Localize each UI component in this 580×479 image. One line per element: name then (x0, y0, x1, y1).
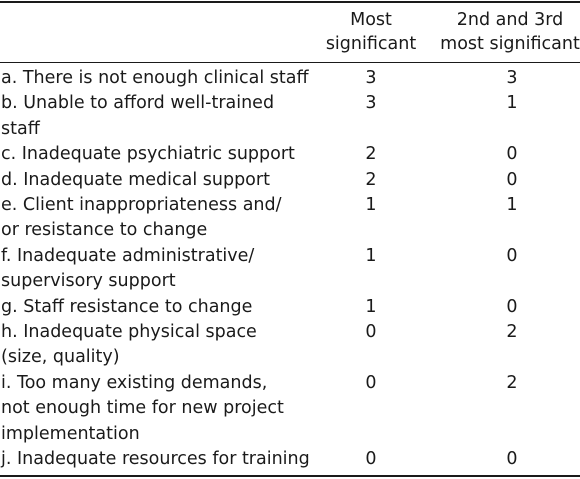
value-second-third: 0 (506, 449, 518, 470)
row-label-line: f. Inadequate administrative/ (1, 245, 255, 266)
value-second-third: 3 (506, 68, 518, 88)
table-row: c. Inadequate psychiatric support 2 0 (0, 142, 580, 167)
table-row: g. Staff resistance to change 1 0 (0, 295, 580, 320)
row-label: b. Unable to afford well-trained staff (0, 91, 321, 142)
row-label-line: h. Inadequate physical space (1, 322, 257, 343)
value-most-significant: 3 (365, 68, 377, 88)
row-label-line: c. Inadequate psychiatric support (1, 144, 295, 165)
value-second-third: 0 (506, 245, 518, 266)
row-label: g. Staff resistance to change (0, 295, 321, 320)
value-second-third: 0 (506, 169, 518, 190)
table-row: d. Inadequate medical support 2 0 (0, 168, 580, 193)
value-second-third: 1 (506, 93, 518, 114)
header-line: Most (350, 10, 392, 30)
value-second-third: 1 (506, 195, 518, 216)
row-label-line: staff (1, 118, 40, 139)
row-label-line: i. Too many existing demands, (1, 372, 268, 393)
header-most-significant: Most significant (321, 8, 421, 56)
value-most-significant: 1 (365, 245, 377, 266)
value-most-significant: 3 (365, 93, 377, 114)
row-label: h. Inadequate physical space (size, quali… (0, 320, 321, 371)
value-most-significant: 1 (365, 195, 377, 216)
header-rule (0, 62, 580, 63)
top-rule (0, 1, 580, 3)
row-label: c. Inadequate psychiatric support (0, 142, 321, 167)
row-label-line: e. Client inappropriateness and/ (1, 195, 282, 216)
table-row: b. Unable to afford well-trained staff 3 1 (0, 91, 580, 142)
value-most-significant: 0 (365, 322, 377, 343)
value-second-third: 0 (506, 296, 518, 317)
table-row: a. There is not enough clinical staff 3 3 (0, 66, 580, 91)
table-row: f. Inadequate administrative/supervisory… (0, 244, 580, 295)
table-row: e. Client inappropriateness and/or resis… (0, 193, 580, 244)
row-label-line: or resistance to change (1, 220, 208, 241)
row-label-line: g. Staff resistance to change (1, 296, 253, 317)
row-label: f. Inadequate administrative/supervisory… (0, 244, 321, 295)
table-body: a. There is not enough clinical staff 3 3 b… (0, 66, 580, 473)
row-label-line: supervisory support (1, 271, 176, 292)
table-row: j. Inadequate resources for training 0 0 (0, 447, 580, 472)
row-label-line: implementation (1, 423, 140, 444)
row-label-line: d. Inadequate medical support (1, 169, 270, 190)
value-most-significant: 0 (365, 372, 377, 393)
header-line: 2nd and 3rd (456, 10, 564, 30)
table-row: h. Inadequate physical space (size, quali… (0, 320, 580, 371)
table-row: i. Too many existing demands, not enough … (0, 371, 580, 447)
bottom-rule (0, 475, 580, 477)
value-second-third: 2 (506, 322, 518, 343)
row-label-line: (size, quality) (1, 347, 120, 368)
row-label-line: not enough time for new project (1, 398, 284, 419)
row-label: a. There is not enough clinical staff (0, 66, 321, 91)
row-label: j. Inadequate resources for training (0, 447, 321, 472)
header-line: most significant (440, 34, 580, 54)
row-label-line: a. There is not enough clinical staff (1, 68, 309, 88)
value-second-third: 2 (506, 372, 518, 393)
value-most-significant: 2 (365, 144, 377, 165)
value-most-significant: 2 (365, 169, 377, 190)
value-second-third: 0 (506, 144, 518, 165)
row-label-line: b. Unable to afford well-trained (1, 93, 275, 114)
header-second-third: 2nd and 3rd most significant (440, 8, 580, 56)
row-label: e. Client inappropriateness and/or resis… (0, 193, 321, 244)
row-label: d. Inadequate medical support (0, 168, 321, 193)
row-label-line: j. Inadequate resources for training (1, 449, 310, 470)
row-label: i. Too many existing demands, not enough … (0, 371, 321, 447)
value-most-significant: 0 (365, 449, 377, 470)
value-most-significant: 1 (365, 296, 377, 317)
header-line: significant (325, 34, 417, 54)
